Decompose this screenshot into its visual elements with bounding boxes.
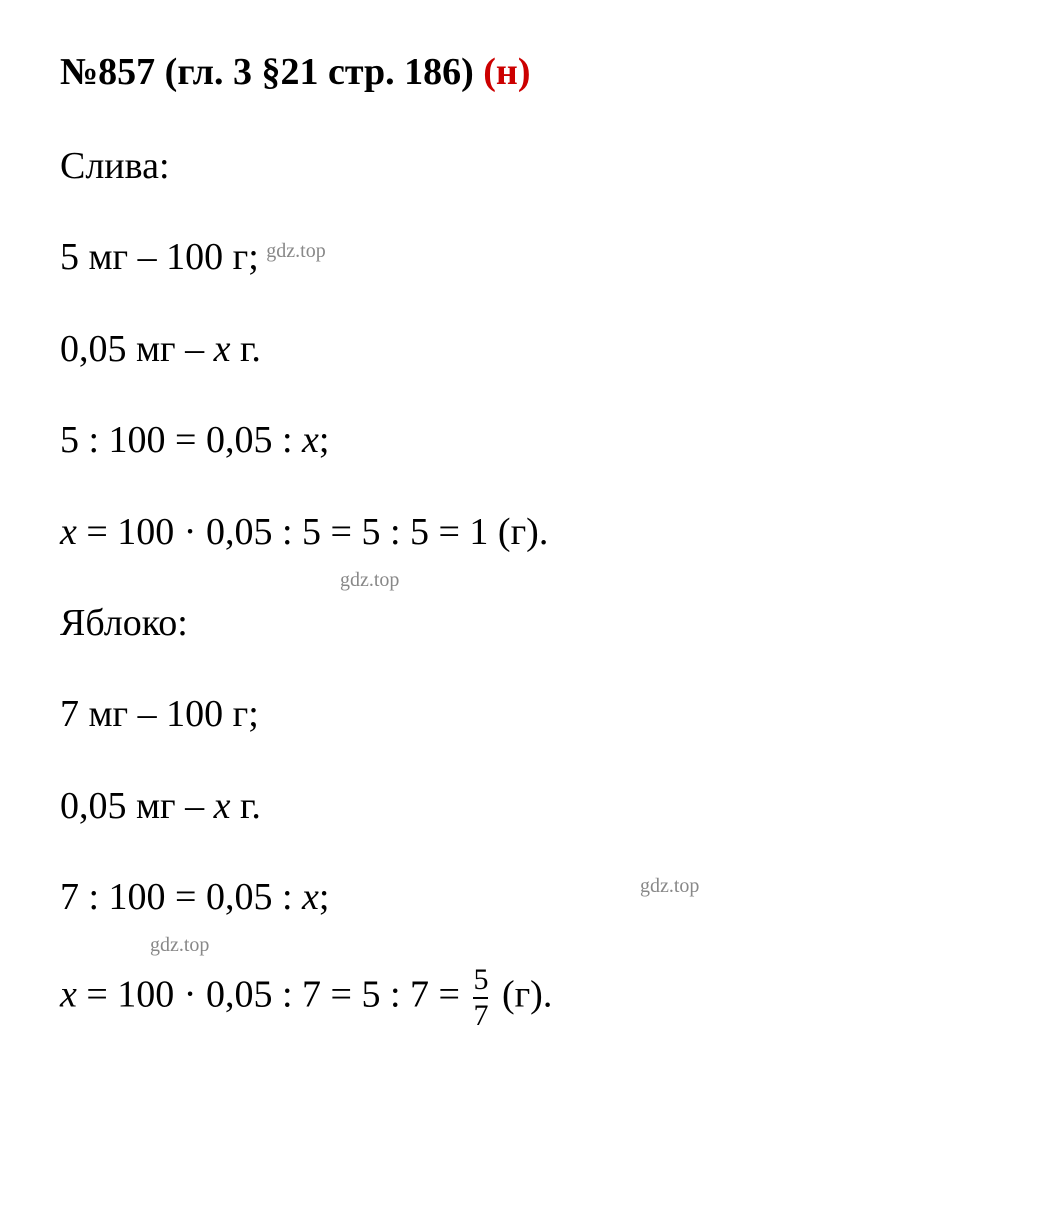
line-4: 5 : 100 = 0,05 : x; [60, 416, 985, 465]
line-7: 7 мг – 100 г; [60, 690, 985, 739]
line-8-c: г. [231, 785, 261, 827]
line-sliva: Слива: [60, 142, 985, 191]
line-4-x: x [302, 419, 319, 461]
fraction-den: 7 [473, 997, 488, 1031]
line-9-c: ; [319, 876, 330, 918]
fraction: 57 [473, 965, 488, 1031]
line-4-a: 5 : 100 = 0,05 : [60, 419, 302, 461]
line-2: 5 мг – 100 г; gdz.top [60, 233, 985, 282]
fraction-num: 5 [473, 965, 488, 997]
line-5-x: x [60, 511, 77, 553]
line-8-a: 0,05 мг – [60, 785, 214, 827]
line-9-a: 7 : 100 = 0,05 : [60, 876, 302, 918]
line-yabloko: Яблоко: [60, 599, 985, 648]
line-8-x: x [214, 785, 231, 827]
line-5-b: = 100 · 0,05 : 5 = 5 : 5 = 1 (г). [77, 511, 548, 553]
line-9-x: x [302, 876, 319, 918]
line-4-c: ; [319, 419, 330, 461]
line-2-text: 5 мг – 100 г; [60, 236, 259, 278]
heading-marker: (н) [483, 51, 530, 93]
line-10: x = 100 · 0,05 : 7 = 5 : 7 = 57 (г). [60, 965, 985, 1031]
line-3: 0,05 мг – x г. [60, 325, 985, 374]
line-8: 0,05 мг – x г. [60, 782, 985, 831]
line-10-b: = 100 · 0,05 : 7 = 5 : 7 = [77, 973, 470, 1015]
line-10-c: (г). [492, 973, 552, 1015]
line-5: x = 100 · 0,05 : 5 = 5 : 5 = 1 (г). gdz.… [60, 508, 985, 557]
watermark-4: gdz.top [150, 934, 209, 956]
line-3-x: x [214, 328, 231, 370]
watermark-1: gdz.top [266, 240, 325, 262]
line-3-c: г. [231, 328, 261, 370]
watermark-2: gdz.top [340, 569, 399, 591]
line-3-a: 0,05 мг – [60, 328, 214, 370]
watermark-3: gdz.top [640, 873, 699, 899]
line-10-x: x [60, 973, 77, 1015]
line-9: 7 : 100 = 0,05 : x; gdz.top gdz.top [60, 873, 985, 922]
problem-heading: №857 (гл. 3 §21 стр. 186) (н) [60, 50, 985, 94]
heading-main: №857 (гл. 3 §21 стр. 186) [60, 51, 483, 93]
